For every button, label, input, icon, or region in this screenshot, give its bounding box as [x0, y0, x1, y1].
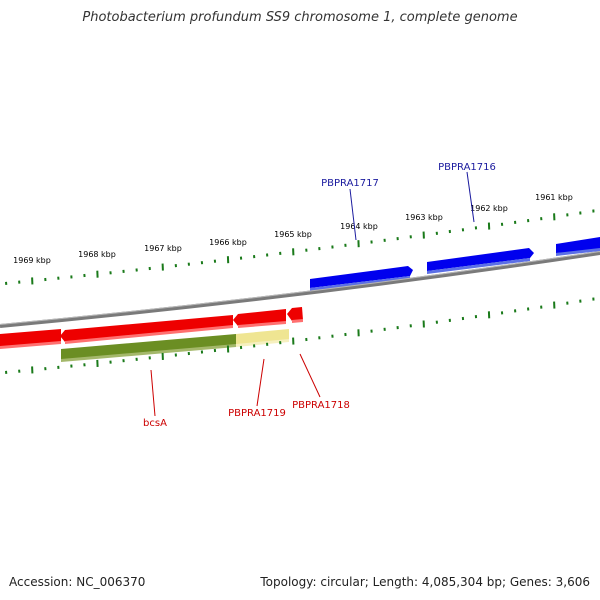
gene-forward-shadow — [427, 258, 530, 274]
ruler-labels: 1969 kbp 1968 kbp 1967 kbp 1966 kbp 1965… — [13, 193, 573, 265]
gene-reverse-arrow[interactable] — [287, 307, 303, 321]
ruler-label-1968: 1968 kbp — [78, 250, 116, 259]
ruler-label-1965: 1965 kbp — [274, 230, 312, 239]
ruler-label-1962: 1962 kbp — [470, 204, 508, 213]
forward-strand — [310, 237, 600, 291]
label-line-pbpra1717 — [349, 188, 357, 241]
feature-bar-secondary-shadow — [236, 339, 289, 347]
ruler-ticks-top — [5, 209, 595, 285]
label-line-bcsa — [150, 369, 156, 417]
ruler-label-1964: 1964 kbp — [340, 222, 378, 231]
gene-forward-shadow — [556, 248, 600, 256]
topology-summary: Topology: circular; Length: 4,085,304 bp… — [260, 575, 590, 589]
accession-text: Accession: NC_006370 — [9, 575, 146, 589]
ruler-ticks-bottom — [5, 297, 595, 374]
genome-backbone — [0, 251, 600, 328]
feature-bar-primary-shadow — [61, 344, 236, 362]
gene-reverse-shadow — [65, 325, 233, 344]
ruler-label-1961: 1961 kbp — [535, 193, 573, 202]
gene-label-pbpra1718[interactable]: PBPRA1718 — [292, 400, 350, 411]
genome-backbone-highlight — [0, 251, 600, 325]
map-title: Photobacterium profundum SS9 chromosome … — [82, 10, 518, 25]
gene-reverse-shadow — [238, 321, 286, 328]
gene-reverse-arrow[interactable] — [60, 315, 233, 342]
label-line-pbpra1716 — [466, 171, 475, 223]
reverse-strand — [0, 307, 303, 349]
gene-forward-arrow[interactable] — [556, 237, 600, 253]
gene-label-pbpra1717[interactable]: PBPRA1717 — [321, 178, 379, 189]
gene-label-pbpra1716[interactable]: PBPRA1716 — [438, 162, 496, 173]
label-line-pbpra1719 — [256, 358, 265, 407]
gene-forward-arrow[interactable] — [310, 266, 413, 288]
label-line-pbpra1718 — [299, 353, 321, 398]
gene-reverse-shadow — [292, 319, 303, 323]
ruler-label-1969: 1969 kbp — [13, 256, 51, 265]
gene-reverse-shadow — [0, 341, 61, 349]
gene-reverse-arrow[interactable] — [233, 309, 286, 326]
feature-bar-primary[interactable] — [61, 334, 236, 360]
ruler-label-1963: 1963 kbp — [405, 213, 443, 222]
gene-label-bcsa[interactable]: bcsA — [143, 418, 167, 429]
gene-label-pbpra1719[interactable]: PBPRA1719 — [228, 408, 286, 419]
gene-forward-shadow — [310, 276, 410, 291]
ruler-label-1967: 1967 kbp — [144, 244, 182, 253]
gene-forward-arrow[interactable] — [427, 248, 534, 271]
ruler-label-1966: 1966 kbp — [209, 238, 247, 247]
